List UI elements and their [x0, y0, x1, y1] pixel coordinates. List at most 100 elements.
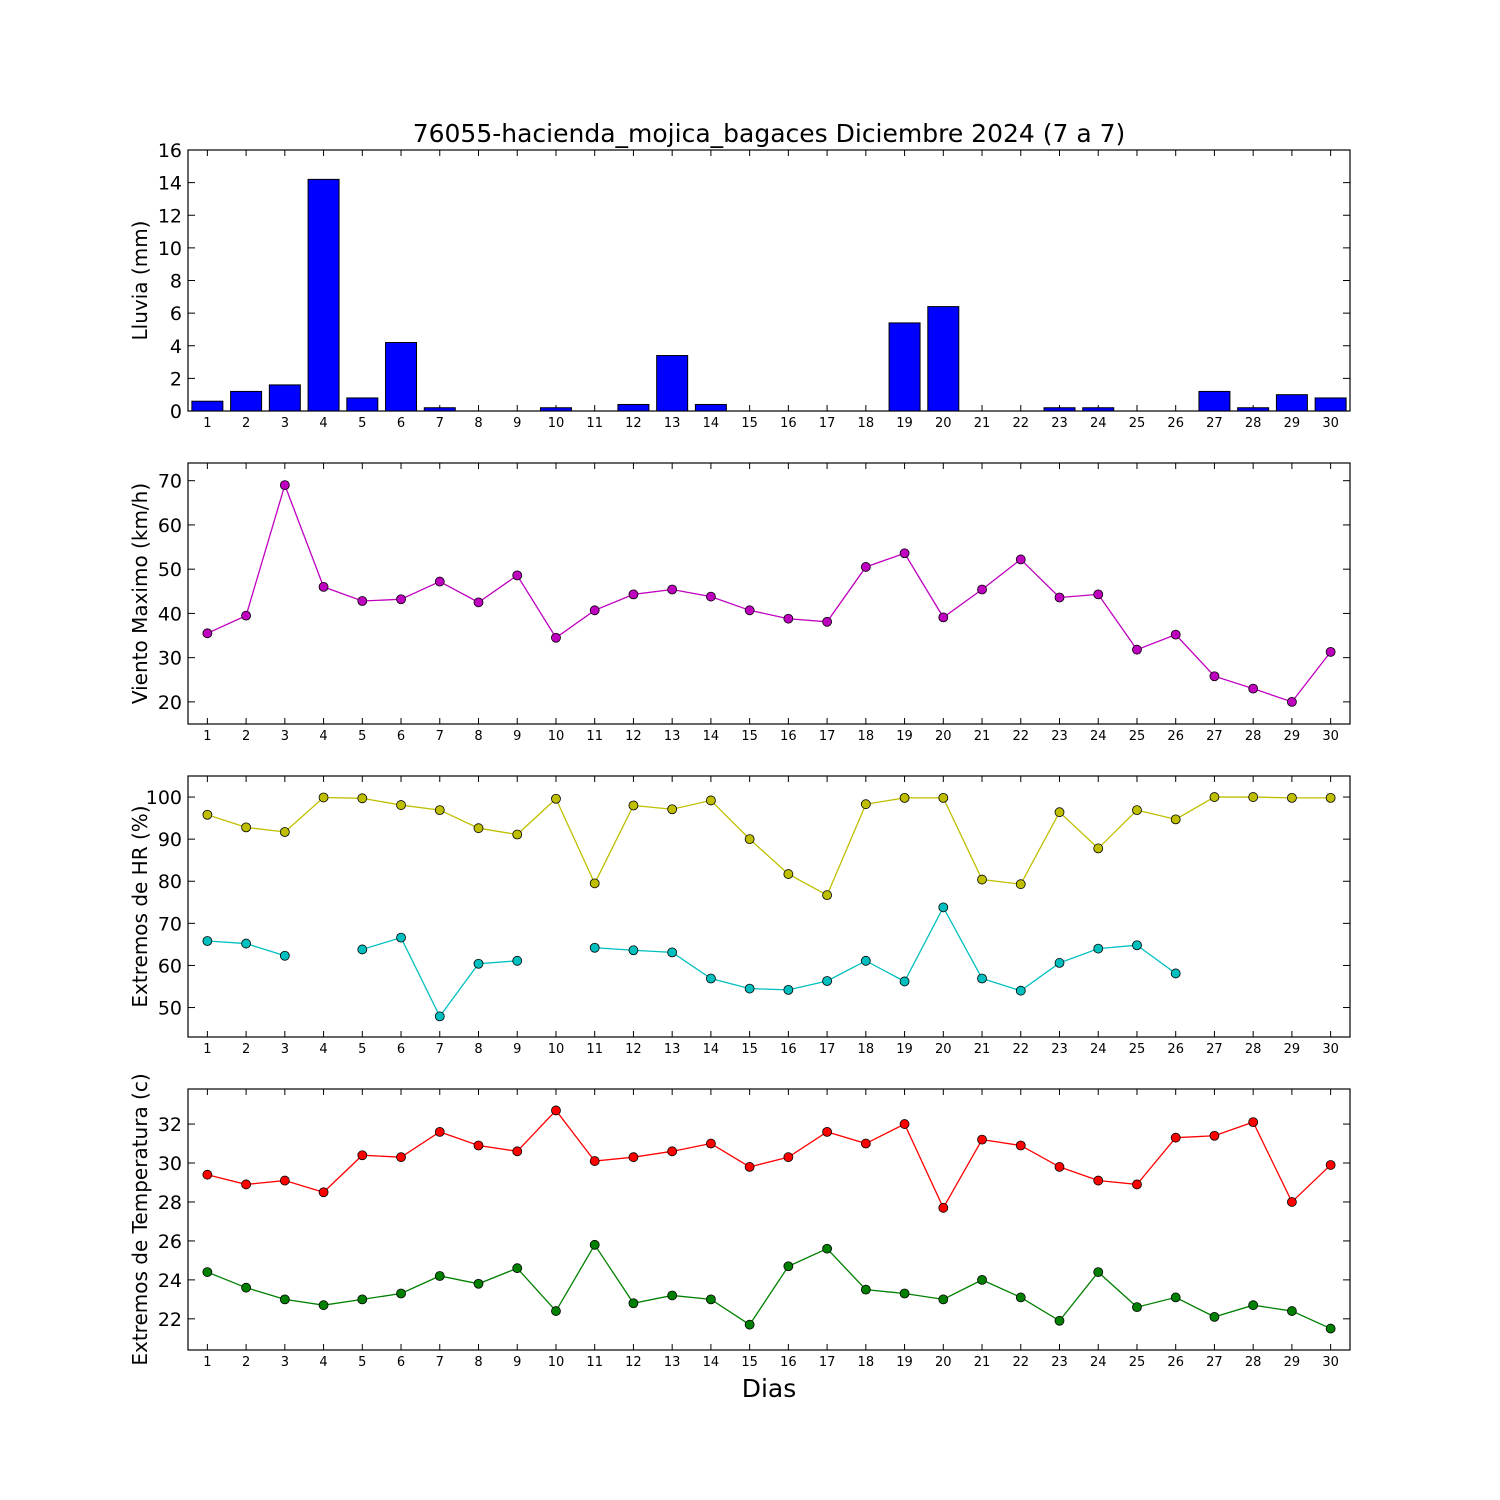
y-tick-label: 50 [158, 998, 182, 1020]
x-tick-label: 5 [358, 729, 366, 744]
bar-day-10 [539, 407, 572, 412]
series-1-point [589, 878, 600, 889]
series-1-point [357, 1150, 368, 1161]
series-1-point [1170, 814, 1181, 825]
series-1-point [1325, 1160, 1336, 1170]
bar-day-12 [617, 403, 650, 412]
series-1-point [241, 822, 252, 833]
series-1-point [1325, 646, 1336, 657]
series-2-point [783, 1261, 794, 1272]
series-1-point [977, 584, 987, 595]
x-tick-label: 1 [203, 729, 211, 744]
x-tick-label: 19 [896, 1042, 913, 1057]
series-2-point [512, 955, 523, 966]
x-tick-label: 10 [548, 416, 565, 431]
series-1-point [1209, 671, 1220, 682]
x-tick-label: 30 [1322, 1042, 1339, 1057]
x-tick-label: 23 [1051, 1042, 1068, 1057]
x-tick-label: 20 [935, 729, 952, 744]
x-tick-label: 3 [281, 1042, 289, 1057]
series-1-point [667, 584, 678, 595]
x-tick-label: 12 [625, 1042, 642, 1057]
series-1-point [899, 792, 910, 803]
y-axis-label: Lluvia (mm) [128, 221, 152, 341]
series-1-point [318, 581, 329, 592]
bar-day-6 [385, 341, 418, 412]
plot-frame [187, 1088, 1351, 1351]
x-tick-label: 18 [858, 1355, 875, 1370]
x-tick-label: 6 [397, 1355, 405, 1370]
y-tick-label: 22 [158, 1309, 182, 1331]
y-tick-label: 28 [158, 1192, 182, 1214]
series-2-point [1132, 1302, 1142, 1313]
x-tick-label: 24 [1090, 416, 1107, 431]
series-2-point [1287, 1306, 1297, 1316]
y-tick-label: 20 [158, 692, 182, 714]
series-1-point [744, 1162, 755, 1172]
series-2-point [1248, 1300, 1259, 1311]
series-1-point [977, 1134, 987, 1145]
series-1-point [667, 1146, 678, 1157]
x-tick-label: 6 [397, 729, 405, 744]
series-2-point [860, 955, 871, 966]
series-1-point [512, 829, 523, 840]
series-2-point [202, 1267, 213, 1277]
x-tick-label: 3 [281, 416, 289, 431]
x-tick-label: 4 [319, 416, 327, 431]
series-1-point [706, 591, 716, 602]
y-tick-label: 30 [158, 1153, 182, 1175]
x-tick-label: 13 [664, 729, 681, 744]
bar-day-23 [1043, 407, 1076, 412]
y-tick-label: 0 [170, 401, 182, 423]
x-tick-label: 19 [896, 1355, 913, 1370]
y-axis-label: Extremos de HR (%) [128, 805, 152, 1007]
x-tick-label: 2 [242, 416, 250, 431]
x-tick-label: 20 [935, 1042, 952, 1057]
series-1-point [822, 890, 832, 901]
y-tick-label: 70 [158, 471, 182, 493]
x-tick-label: 24 [1090, 729, 1107, 744]
series-1-point [1287, 696, 1297, 707]
x-tick-label: 6 [397, 1042, 405, 1057]
series-2-point [279, 1294, 290, 1305]
x-tick-label: 8 [474, 1042, 482, 1057]
series-2-point [1015, 985, 1026, 996]
y-tick-label: 60 [158, 515, 182, 537]
x-tick-label: 27 [1206, 729, 1223, 744]
series-2-point [396, 932, 406, 943]
x-tick-label: 21 [974, 729, 991, 744]
chart-title: 76055-hacienda_mojica_bagaces Diciembre … [413, 119, 1126, 148]
x-tick-label: 16 [780, 416, 797, 431]
series-1-point [1054, 592, 1065, 603]
x-tick-label: 11 [586, 729, 603, 744]
y-tick-label: 2 [170, 368, 182, 390]
y-tick-label: 4 [170, 336, 182, 358]
x-tick-label: 22 [1012, 729, 1029, 744]
series-2-point [473, 1278, 484, 1289]
x-tick-label: 2 [242, 729, 250, 744]
bar-day-24 [1082, 407, 1115, 412]
series-1-point [899, 1119, 910, 1129]
y-tick-label: 60 [158, 955, 182, 977]
x-tick-label: 4 [319, 1042, 327, 1057]
series-1-point [783, 613, 794, 624]
x-tick-label: 21 [974, 416, 991, 431]
series-1-point [241, 610, 252, 621]
series-1-point [434, 805, 445, 815]
series-1-point [860, 562, 871, 572]
x-tick-label: 12 [625, 416, 642, 431]
series-1-point [434, 576, 445, 587]
x-tick-label: 27 [1206, 416, 1223, 431]
series-1-point [1170, 629, 1181, 640]
x-tick-label: 28 [1245, 729, 1262, 744]
series-2-point [899, 1288, 910, 1299]
series-2-line [594, 905, 1177, 992]
x-tick-label: 28 [1245, 1042, 1262, 1057]
series-2-point [667, 1290, 678, 1301]
series-1-point [1132, 805, 1142, 815]
series-2-point [396, 1288, 406, 1299]
series-1-point [202, 628, 213, 639]
x-tick-label: 3 [281, 1355, 289, 1370]
x-tick-label: 3 [281, 729, 289, 744]
